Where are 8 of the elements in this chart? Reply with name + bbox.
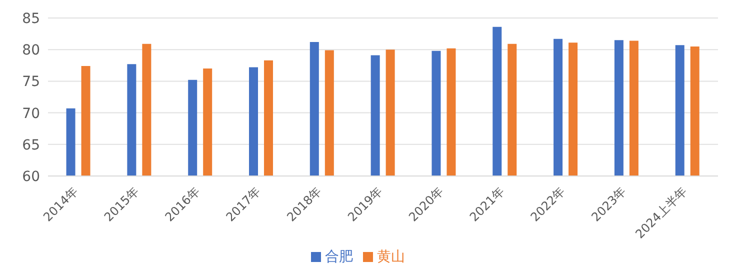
legend-label: 合肥 [325, 249, 353, 265]
y-tick-label: 75 [22, 74, 40, 90]
y-tick-label: 85 [22, 10, 40, 27]
y-tick-label: 70 [22, 106, 40, 122]
legend-label: 黄山 [377, 249, 405, 265]
y-tick-label: 80 [22, 42, 40, 59]
y-tick-label: 65 [22, 137, 40, 154]
y-tick-label: 60 [22, 168, 40, 185]
